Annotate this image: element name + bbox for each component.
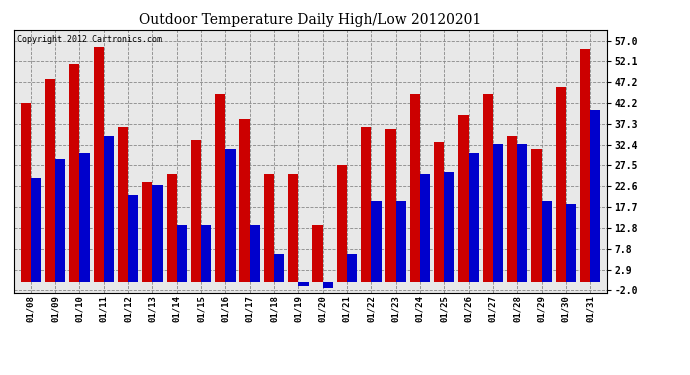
Bar xyxy=(239,119,250,282)
Text: Copyright 2012 Cartronics.com: Copyright 2012 Cartronics.com xyxy=(17,35,161,44)
Bar xyxy=(94,47,104,282)
Bar xyxy=(128,195,138,282)
Bar xyxy=(507,136,518,282)
Bar xyxy=(69,64,79,282)
Bar xyxy=(288,174,298,282)
Bar xyxy=(410,93,420,282)
Bar xyxy=(166,174,177,282)
Bar xyxy=(215,93,226,282)
Bar xyxy=(469,153,479,282)
Bar xyxy=(483,93,493,282)
Bar xyxy=(55,159,66,282)
Bar xyxy=(493,144,503,282)
Bar xyxy=(580,49,590,282)
Bar xyxy=(226,148,235,282)
Bar xyxy=(386,129,395,282)
Bar xyxy=(323,282,333,288)
Bar xyxy=(337,165,347,282)
Bar xyxy=(250,225,260,282)
Bar xyxy=(531,148,542,282)
Bar xyxy=(566,204,576,282)
Bar xyxy=(395,201,406,282)
Bar xyxy=(458,115,469,282)
Bar xyxy=(142,182,152,282)
Bar xyxy=(191,140,201,282)
Bar xyxy=(347,254,357,282)
Bar xyxy=(542,201,552,282)
Bar xyxy=(118,128,128,282)
Bar xyxy=(420,174,430,282)
Bar xyxy=(152,184,163,282)
Bar xyxy=(21,103,31,282)
Bar xyxy=(444,172,455,282)
Bar xyxy=(555,87,566,282)
Bar xyxy=(434,142,444,282)
Bar xyxy=(31,178,41,282)
Bar xyxy=(274,254,284,282)
Bar xyxy=(313,225,323,282)
Bar xyxy=(201,225,211,282)
Bar xyxy=(371,201,382,282)
Bar xyxy=(518,144,527,282)
Bar xyxy=(45,79,55,282)
Bar xyxy=(361,128,371,282)
Bar xyxy=(79,153,90,282)
Bar xyxy=(590,111,600,282)
Bar xyxy=(264,174,274,282)
Bar xyxy=(177,225,187,282)
Bar xyxy=(104,136,114,282)
Title: Outdoor Temperature Daily High/Low 20120201: Outdoor Temperature Daily High/Low 20120… xyxy=(139,13,482,27)
Bar xyxy=(298,282,308,286)
